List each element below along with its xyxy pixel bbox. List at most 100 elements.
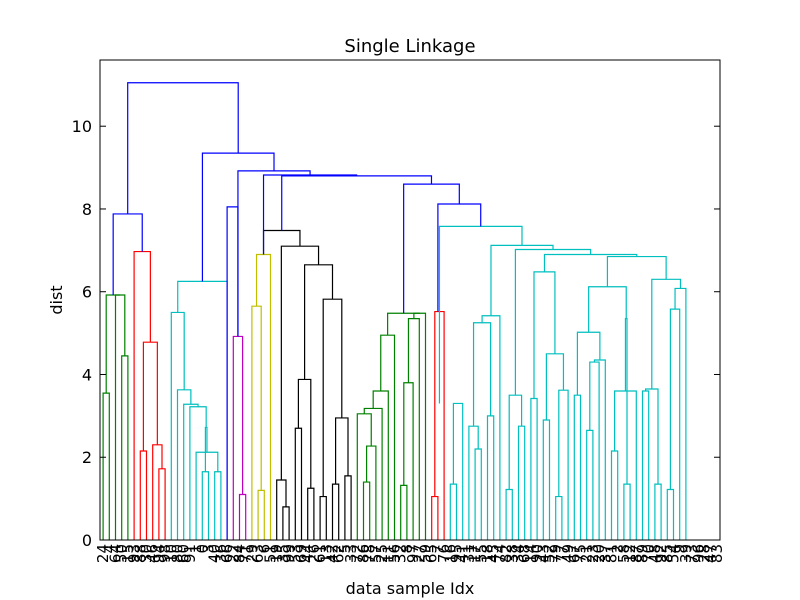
plot-frame: [99, 59, 721, 541]
x-tick-label: 95: [448, 544, 466, 563]
dendrogram-link: [641, 390, 650, 540]
dendrogram-link: [319, 495, 327, 540]
dendrogram-link: [589, 361, 600, 540]
x-tick-label: 30: [138, 544, 156, 563]
dendrogram-link: [674, 287, 687, 540]
x-tick-label: 5: [336, 544, 354, 554]
dendrogram-link: [472, 322, 492, 427]
x-tick-label: 15: [119, 544, 137, 563]
x-tick-label: 92: [652, 544, 670, 563]
x-tick-label: 38: [503, 544, 521, 563]
dendrogram-link: [280, 245, 320, 480]
dendrogram-link: [645, 388, 659, 485]
dendrogram-link: [624, 318, 628, 485]
x-tick-label: 77: [553, 544, 571, 563]
dendrogram-link: [468, 425, 479, 540]
dendrogram-link: [304, 264, 334, 380]
dendrogram-link: [400, 484, 408, 540]
x-tick-label: 34: [510, 544, 528, 563]
x-tick-label: 93: [125, 544, 143, 563]
dendrogram-link: [555, 495, 563, 540]
dendrogram-link: [586, 429, 594, 540]
dendrogram-link: [505, 488, 513, 540]
x-tick-label: 74: [491, 544, 509, 563]
dendrogram-link: [142, 341, 158, 452]
dendrogram-link: [606, 255, 667, 287]
x-tick-label: 96: [689, 544, 707, 563]
dendrogram-link: [486, 415, 495, 540]
x-tick-label: 2: [609, 544, 627, 554]
dendrogram-link: [226, 206, 239, 540]
x-tick-label: 56: [386, 544, 404, 563]
x-tick-label: 85: [658, 544, 676, 563]
dendrogram-link: [282, 506, 290, 540]
x-tick-label: 79: [547, 544, 565, 563]
dendrogram-link: [452, 402, 464, 540]
x-tick-label: 64: [107, 544, 125, 563]
dendrogram-link: [238, 493, 247, 540]
dendrogram-link: [170, 311, 185, 540]
dendrogram-link: [490, 244, 554, 316]
dendrogram-link: [407, 318, 420, 540]
dendrogram-link: [517, 425, 526, 540]
x-tick-label: 68: [516, 544, 534, 563]
dendrogram-link: [573, 394, 582, 540]
dendrogram-link: [257, 489, 265, 540]
x-tick-label: 50: [113, 544, 131, 563]
x-tick-label: 44: [299, 544, 317, 563]
x-tick-label: 71: [237, 544, 255, 563]
x-tick-label: 89: [634, 544, 652, 563]
x-tick-label: 98: [156, 544, 174, 563]
x-tick-label: 67: [565, 544, 583, 563]
dendrogram-link: [105, 294, 121, 394]
x-tick-label: 94: [150, 544, 168, 563]
dendrogram-link: [623, 483, 631, 540]
dendrogram-link: [322, 298, 343, 497]
x-tick-label: 0: [193, 544, 211, 554]
x-tick-label: 25: [373, 544, 391, 563]
dendrogram-link: [387, 312, 420, 336]
x-tick-label: 55: [472, 544, 490, 563]
x-tick-label: 29: [243, 544, 261, 563]
x-tick-label: 41: [454, 544, 472, 563]
dendrogram-link: [542, 419, 551, 540]
dendrogram-link: [403, 382, 414, 540]
dendrogram-link: [331, 483, 340, 540]
x-tick-label: 9: [671, 544, 689, 554]
x-tick-label: 22: [224, 544, 242, 563]
dendrogram-link: [195, 451, 219, 540]
dendrogram-link: [654, 483, 662, 540]
x-tick-label: 80: [169, 544, 187, 563]
x-tick-label: 32: [392, 544, 410, 563]
x-tick-label: 84: [231, 544, 249, 563]
dendrogram-link: [533, 271, 556, 399]
dendrogram-link: [255, 253, 272, 540]
dendrogram-link: [251, 305, 262, 540]
x-tick-label: 90: [528, 544, 546, 563]
dendrogram-link: [237, 170, 311, 337]
dendrogram-link: [593, 359, 606, 540]
x-tick-label: 40: [206, 544, 224, 563]
x-tick-label: 81: [603, 544, 621, 563]
x-tick-label: 52: [541, 544, 559, 563]
dendrogram-link: [666, 488, 675, 540]
x-tick-label: 72: [348, 544, 366, 563]
dendrogram-link: [121, 355, 129, 540]
y-axis-label: dist: [47, 285, 66, 314]
dendrogram-link: [344, 475, 352, 540]
dendrogram-link: [438, 225, 523, 404]
x-tick-label: 16: [441, 544, 459, 563]
x-tick-label: 97: [404, 544, 422, 563]
dendrogram-link: [366, 445, 377, 540]
x-tick-label: 45: [485, 544, 503, 563]
x-tick-label: 82: [497, 544, 515, 563]
y-tick-label: 4: [82, 365, 92, 384]
x-tick-label: 59: [417, 544, 435, 563]
x-tick-label: 63: [249, 544, 267, 563]
x-tick-label: 37: [596, 544, 614, 563]
x-tick-label: 60: [175, 544, 193, 563]
dendrogram-link: [363, 407, 383, 540]
dendrogram-link: [133, 250, 151, 540]
x-tick-label: 10: [162, 544, 180, 563]
y-axis-ticks: 0 2 4 6 8 10: [72, 117, 720, 550]
